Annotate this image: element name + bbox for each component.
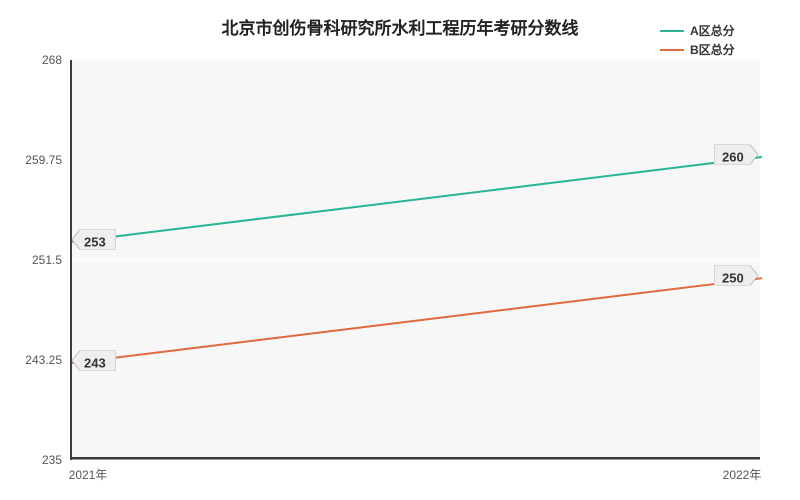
x-tick-label: 2022年 bbox=[723, 466, 762, 483]
chart-container: 北京市创伤骨科研究所水利工程历年考研分数线 A区总分 B区总分 235243.2… bbox=[0, 0, 800, 500]
y-tick-label: 251.5 bbox=[32, 253, 62, 267]
legend-swatch-a bbox=[660, 30, 684, 32]
legend-item-a: A区总分 bbox=[660, 22, 735, 39]
y-tick-label: 235 bbox=[42, 453, 62, 467]
legend-label-b: B区总分 bbox=[690, 41, 735, 58]
legend-swatch-b bbox=[660, 49, 684, 51]
data-label: 243 bbox=[84, 356, 106, 371]
legend-label-a: A区总分 bbox=[690, 22, 735, 39]
plot-area bbox=[70, 60, 760, 460]
data-label: 253 bbox=[84, 234, 106, 249]
legend: A区总分 B区总分 bbox=[660, 22, 735, 60]
legend-item-b: B区总分 bbox=[660, 41, 735, 58]
y-tick-label: 243.25 bbox=[25, 353, 62, 367]
x-tick-label: 2021年 bbox=[69, 466, 108, 483]
data-label: 260 bbox=[722, 149, 744, 164]
data-label: 250 bbox=[722, 271, 744, 286]
plot-svg bbox=[72, 60, 762, 460]
y-tick-label: 268 bbox=[42, 53, 62, 67]
y-tick-label: 259.75 bbox=[25, 153, 62, 167]
